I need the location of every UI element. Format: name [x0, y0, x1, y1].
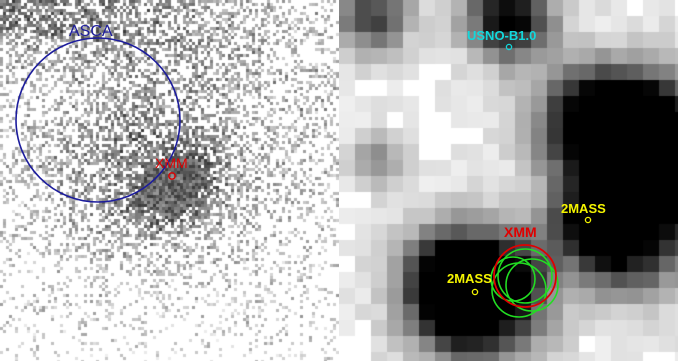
- usno-source-marker: [505, 43, 513, 51]
- xmm-error-circle-right: [493, 244, 557, 308]
- twomass-label-upper: 2MASS: [561, 201, 606, 216]
- asca-label: ASCA: [69, 23, 113, 40]
- right-overlay: [471, 43, 592, 318]
- green-error-circle-3: [505, 258, 559, 312]
- xray-noise-image: [0, 0, 339, 361]
- twomass-source-marker-upper: [584, 216, 592, 224]
- twomass-label-lower: 2MASS: [447, 271, 492, 286]
- left-overlay: [15, 37, 181, 203]
- green-error-circle-1: [497, 248, 553, 304]
- xray-image-panel: ASCA XMM: [0, 0, 339, 361]
- green-error-circle-4: [490, 256, 536, 302]
- twomass-source-marker-lower: [471, 288, 479, 296]
- xmm-label-right: XMM: [504, 224, 537, 240]
- xmm-position-marker-left: [168, 172, 176, 180]
- usno-label: USNO-B1.0: [467, 28, 537, 43]
- green-error-circle-2: [491, 262, 547, 318]
- asca-error-circle: [15, 37, 181, 203]
- xmm-label-left: XMM: [155, 155, 188, 171]
- optical-ir-image-panel: USNO-B1.0 XMM 2MASS 2MASS: [339, 0, 678, 361]
